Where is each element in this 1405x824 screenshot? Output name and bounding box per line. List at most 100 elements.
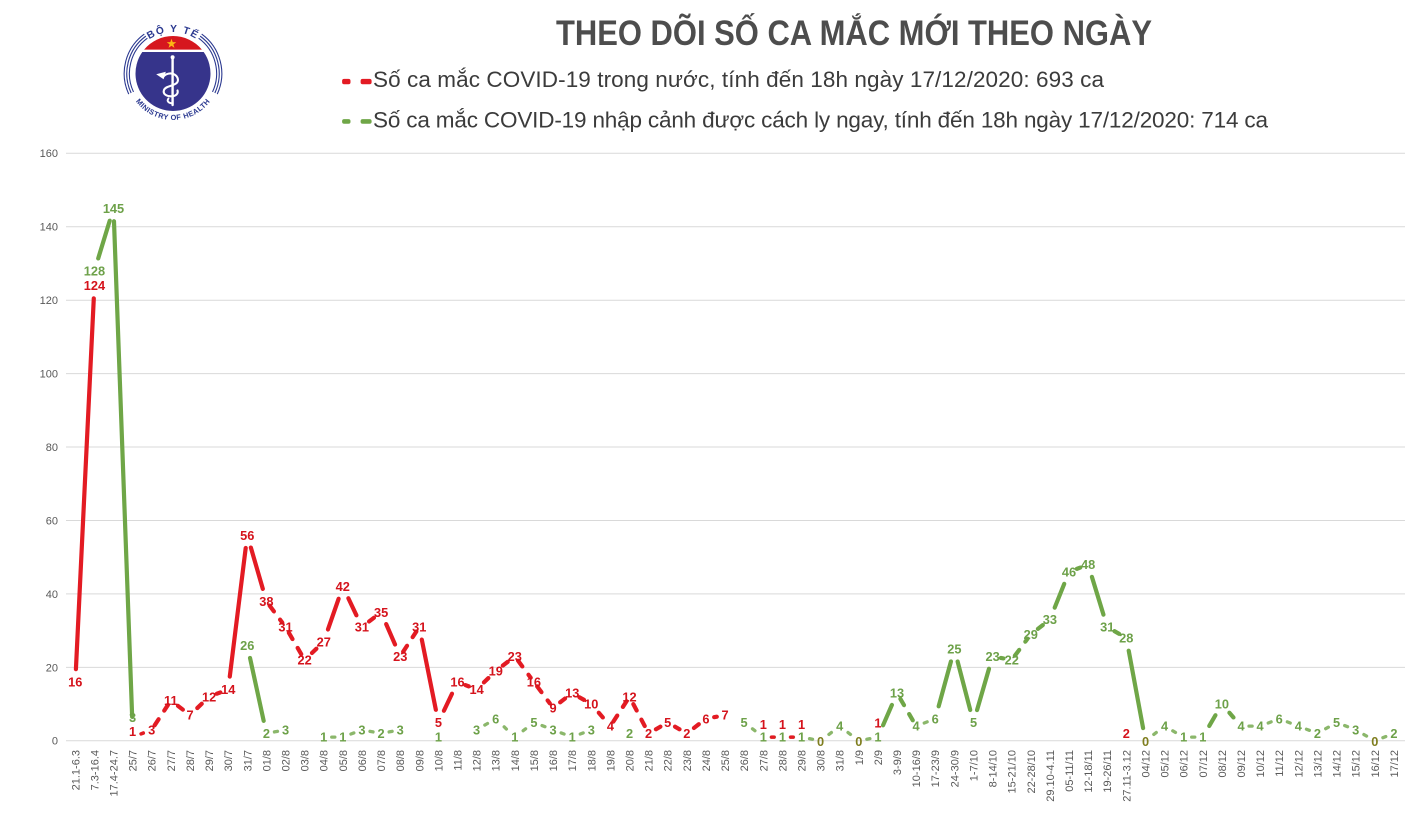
svg-text:18/8: 18/8 bbox=[586, 750, 598, 771]
svg-text:16: 16 bbox=[68, 675, 82, 690]
svg-text:0: 0 bbox=[817, 734, 824, 749]
svg-text:42: 42 bbox=[336, 579, 350, 594]
svg-text:20/8: 20/8 bbox=[625, 750, 637, 771]
svg-text:28: 28 bbox=[1119, 631, 1133, 646]
svg-text:31: 31 bbox=[355, 620, 369, 635]
svg-text:26/8: 26/8 bbox=[739, 750, 751, 771]
svg-text:6: 6 bbox=[492, 711, 499, 726]
svg-text:2: 2 bbox=[1390, 726, 1397, 741]
svg-text:4: 4 bbox=[1237, 719, 1245, 734]
svg-text:31: 31 bbox=[1100, 620, 1114, 635]
svg-text:BỘ Y TẾ: BỘ Y TẾ bbox=[145, 23, 201, 42]
svg-text:21/8: 21/8 bbox=[644, 750, 656, 771]
svg-text:10-16/9: 10-16/9 bbox=[911, 750, 923, 787]
svg-text:04/8: 04/8 bbox=[319, 750, 331, 771]
svg-text:2: 2 bbox=[263, 726, 270, 741]
svg-text:5: 5 bbox=[970, 715, 977, 730]
svg-text:20: 20 bbox=[46, 662, 58, 674]
svg-text:10/8: 10/8 bbox=[433, 750, 445, 771]
svg-text:100: 100 bbox=[40, 369, 58, 381]
svg-text:3: 3 bbox=[129, 710, 136, 725]
svg-text:128: 128 bbox=[84, 263, 105, 278]
svg-text:22: 22 bbox=[1005, 653, 1019, 668]
svg-text:19/8: 19/8 bbox=[605, 750, 617, 771]
svg-text:1: 1 bbox=[798, 730, 805, 745]
svg-text:15/8: 15/8 bbox=[529, 750, 541, 771]
svg-text:1-7/10: 1-7/10 bbox=[969, 750, 981, 781]
svg-text:25: 25 bbox=[947, 642, 961, 657]
svg-text:8-14/10: 8-14/10 bbox=[988, 750, 1000, 787]
svg-text:07/8: 07/8 bbox=[376, 750, 388, 771]
svg-text:1: 1 bbox=[760, 717, 767, 732]
svg-text:56: 56 bbox=[240, 528, 254, 543]
svg-text:5: 5 bbox=[741, 715, 748, 730]
svg-text:30/7: 30/7 bbox=[223, 750, 235, 771]
svg-text:02/8: 02/8 bbox=[281, 750, 293, 771]
svg-text:19: 19 bbox=[489, 664, 503, 679]
svg-text:3: 3 bbox=[358, 722, 365, 737]
svg-text:03/8: 03/8 bbox=[300, 750, 312, 771]
svg-text:05/8: 05/8 bbox=[338, 750, 350, 771]
svg-text:9: 9 bbox=[549, 700, 556, 715]
svg-text:14/12: 14/12 bbox=[1332, 750, 1344, 778]
svg-text:1: 1 bbox=[435, 730, 442, 745]
svg-text:04/12: 04/12 bbox=[1141, 750, 1153, 778]
svg-text:23/8: 23/8 bbox=[682, 750, 694, 771]
svg-text:27.11-3.12: 27.11-3.12 bbox=[1121, 750, 1133, 802]
svg-text:07/12: 07/12 bbox=[1198, 750, 1210, 778]
svg-text:27/8: 27/8 bbox=[758, 750, 770, 771]
svg-text:5: 5 bbox=[664, 715, 671, 730]
svg-text:17/8: 17/8 bbox=[567, 750, 579, 771]
svg-text:3: 3 bbox=[148, 722, 155, 737]
svg-text:12-18/11: 12-18/11 bbox=[1083, 750, 1095, 793]
svg-text:5: 5 bbox=[1333, 715, 1340, 730]
svg-text:06/8: 06/8 bbox=[357, 750, 369, 771]
svg-text:THEO DÕI SỐ CA MẮC MỚI THEO NG: THEO DÕI SỐ CA MẮC MỚI THEO NGÀY bbox=[556, 13, 1152, 53]
svg-text:25/7: 25/7 bbox=[128, 750, 140, 771]
svg-text:5: 5 bbox=[530, 715, 537, 730]
svg-text:120: 120 bbox=[40, 295, 58, 307]
svg-text:60: 60 bbox=[46, 515, 58, 527]
svg-text:24-30/9: 24-30/9 bbox=[949, 750, 961, 787]
svg-text:28/8: 28/8 bbox=[777, 750, 789, 771]
svg-text:31: 31 bbox=[278, 620, 292, 635]
svg-text:40: 40 bbox=[46, 589, 58, 601]
svg-text:48: 48 bbox=[1081, 557, 1095, 572]
svg-text:17.4-24.7: 17.4-24.7 bbox=[109, 750, 121, 796]
svg-text:1: 1 bbox=[511, 730, 518, 745]
svg-text:23: 23 bbox=[508, 649, 522, 664]
svg-text:27/7: 27/7 bbox=[166, 750, 178, 771]
svg-text:2: 2 bbox=[645, 726, 652, 741]
svg-text:31/7: 31/7 bbox=[242, 750, 254, 771]
svg-text:05-11/11: 05-11/11 bbox=[1064, 750, 1076, 792]
svg-text:22: 22 bbox=[297, 653, 311, 668]
svg-text:16: 16 bbox=[450, 675, 464, 690]
svg-text:1: 1 bbox=[874, 730, 881, 745]
svg-text:0: 0 bbox=[52, 736, 58, 748]
svg-text:0: 0 bbox=[1371, 734, 1378, 749]
svg-text:6: 6 bbox=[932, 711, 939, 726]
svg-text:1: 1 bbox=[320, 730, 327, 745]
svg-text:7: 7 bbox=[721, 708, 728, 723]
svg-text:26/7: 26/7 bbox=[147, 750, 159, 771]
svg-text:12: 12 bbox=[202, 689, 216, 704]
svg-text:4: 4 bbox=[836, 719, 844, 734]
svg-text:06/12: 06/12 bbox=[1179, 750, 1191, 778]
svg-text:4: 4 bbox=[913, 719, 921, 734]
svg-text:2: 2 bbox=[626, 726, 633, 741]
svg-text:4: 4 bbox=[1295, 719, 1303, 734]
svg-text:1: 1 bbox=[779, 730, 786, 745]
svg-text:13: 13 bbox=[890, 686, 904, 701]
svg-text:31: 31 bbox=[412, 620, 426, 635]
svg-text:16/12: 16/12 bbox=[1370, 750, 1382, 778]
svg-text:Số ca mắc COVID-19 trong nước,: Số ca mắc COVID-19 trong nước, tính đến … bbox=[373, 67, 1104, 92]
svg-text:15-21/10: 15-21/10 bbox=[1007, 750, 1019, 793]
svg-text:38: 38 bbox=[259, 594, 273, 609]
svg-text:13/8: 13/8 bbox=[491, 750, 503, 771]
svg-text:1: 1 bbox=[1199, 730, 1206, 745]
svg-text:3: 3 bbox=[397, 722, 404, 737]
svg-text:11: 11 bbox=[164, 693, 178, 708]
svg-text:1: 1 bbox=[129, 724, 136, 739]
svg-text:5: 5 bbox=[435, 715, 442, 730]
svg-text:29.10-4.11: 29.10-4.11 bbox=[1045, 750, 1057, 802]
